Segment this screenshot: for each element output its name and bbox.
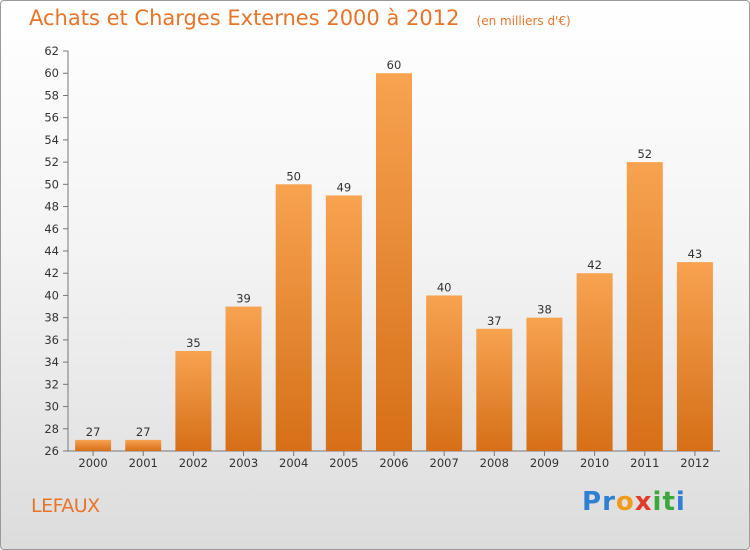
y-tick-label: 44 bbox=[44, 244, 59, 258]
bar bbox=[576, 273, 613, 451]
y-tick-label: 54 bbox=[44, 133, 59, 147]
data-label: 38 bbox=[537, 303, 552, 317]
x-tick-label: 2002 bbox=[179, 456, 208, 470]
data-label: 27 bbox=[86, 425, 101, 439]
bar bbox=[476, 328, 513, 451]
y-tick-label: 34 bbox=[44, 355, 59, 369]
bar bbox=[225, 306, 262, 451]
data-label: 43 bbox=[688, 247, 703, 261]
y-tick-label: 52 bbox=[44, 155, 59, 169]
x-tick-label: 2011 bbox=[630, 456, 659, 470]
data-label: 40 bbox=[437, 280, 452, 294]
proxiti-logo: Proxiti bbox=[582, 487, 686, 517]
y-tick-label: 40 bbox=[44, 288, 59, 302]
chart-subtitle: (en milliers d'€) bbox=[476, 14, 571, 28]
x-tick-label: 2000 bbox=[78, 456, 107, 470]
logo-letter: x bbox=[634, 487, 653, 517]
bar bbox=[676, 262, 713, 451]
y-tick-label: 32 bbox=[44, 377, 59, 391]
y-tick-label: 62 bbox=[44, 44, 59, 58]
chart-title-block: Achats et Charges Externes 2000 à 2012 (… bbox=[29, 6, 571, 30]
x-tick-label: 2008 bbox=[480, 456, 509, 470]
x-tick-label: 2010 bbox=[580, 456, 609, 470]
y-tick-label: 42 bbox=[44, 266, 59, 280]
y-tick-label: 48 bbox=[44, 200, 59, 214]
data-label: 27 bbox=[136, 425, 151, 439]
bar bbox=[376, 73, 412, 451]
bar bbox=[626, 162, 663, 451]
bar bbox=[275, 184, 312, 452]
y-tick-label: 56 bbox=[44, 111, 59, 125]
data-label: 49 bbox=[337, 180, 352, 194]
chart-title: Achats et Charges Externes 2000 à 2012 bbox=[29, 6, 460, 30]
logo-letter: i bbox=[675, 487, 686, 517]
x-tick-label: 2004 bbox=[279, 456, 308, 470]
x-tick-label: 2003 bbox=[229, 456, 258, 470]
logo-letter: t bbox=[662, 487, 676, 517]
data-label: 60 bbox=[387, 58, 402, 72]
x-tick-label: 2005 bbox=[329, 456, 358, 470]
bar bbox=[125, 439, 162, 451]
y-tick-label: 50 bbox=[44, 177, 59, 191]
data-label: 50 bbox=[286, 169, 301, 183]
y-tick-label: 30 bbox=[44, 400, 59, 414]
logo-letter: o bbox=[615, 487, 635, 517]
y-tick-label: 58 bbox=[44, 88, 59, 102]
logo-letter: P bbox=[582, 487, 603, 517]
data-label: 37 bbox=[487, 314, 502, 328]
town-name: LEFAUX bbox=[31, 495, 100, 517]
bar bbox=[75, 439, 112, 451]
y-tick-label: 38 bbox=[44, 311, 59, 325]
y-tick-label: 26 bbox=[44, 444, 59, 458]
y-tick-label: 46 bbox=[44, 222, 59, 236]
data-label: 39 bbox=[236, 292, 251, 306]
bar bbox=[175, 351, 212, 451]
x-tick-label: 2007 bbox=[430, 456, 459, 470]
data-label: 35 bbox=[186, 336, 201, 350]
bar bbox=[426, 295, 463, 451]
logo-letter: i bbox=[652, 487, 663, 517]
x-tick-label: 2001 bbox=[129, 456, 158, 470]
y-tick-label: 36 bbox=[44, 333, 59, 347]
x-tick-label: 2006 bbox=[379, 456, 408, 470]
x-tick-label: 2012 bbox=[680, 456, 709, 470]
logo-letter: r bbox=[602, 487, 616, 517]
y-tick-label: 60 bbox=[44, 66, 59, 80]
bar bbox=[526, 317, 563, 451]
y-tick-label: 28 bbox=[44, 422, 59, 436]
x-tick-label: 2009 bbox=[530, 456, 559, 470]
data-label: 52 bbox=[637, 147, 652, 161]
bar bbox=[325, 195, 362, 451]
data-label: 42 bbox=[587, 258, 602, 272]
